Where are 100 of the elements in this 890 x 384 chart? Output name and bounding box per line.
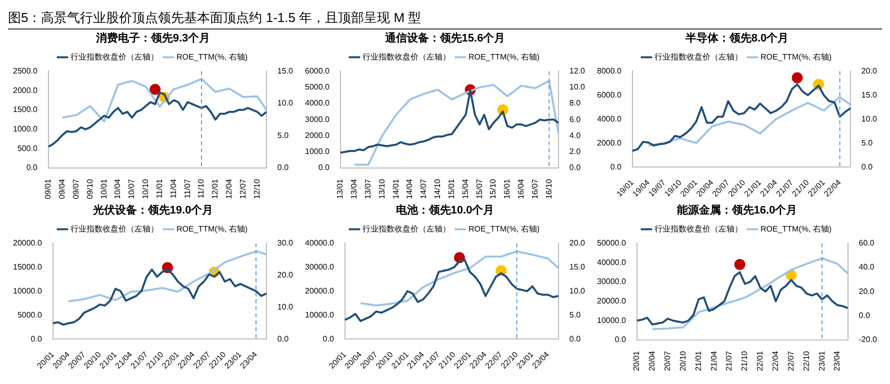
legend-label: ROE_TTM(%, 右轴) (468, 224, 540, 234)
y-tick-label: 10000.0 (304, 310, 334, 320)
y-tick-label: 0.0 (614, 335, 626, 344)
x-tick-label: 14/04 (405, 178, 414, 200)
y2-tick-label: 20.0 (861, 66, 878, 76)
legend-label: ROE_TTM(%, 右轴) (176, 224, 248, 234)
y-tick-label: 3000.0 (305, 114, 330, 124)
x-tick-label: 12/10 (252, 178, 262, 200)
y-tick-label: 1000.0 (305, 147, 330, 156)
x-tick-label: 22/01 (756, 350, 765, 372)
y-tick-label: 6000.0 (305, 66, 330, 76)
x-tick-label: 13/04 (350, 178, 359, 200)
y2-tick-label: 15.0 (569, 262, 586, 272)
y2-tick-label: 15.0 (277, 66, 294, 76)
x-tick-label: 15/10 (488, 178, 498, 200)
y2-tick-label: 6.0 (569, 114, 582, 124)
x-tick-label: 09/04 (58, 178, 67, 200)
legend-label: 行业指数收盘价（左轴） (362, 52, 450, 62)
y-tick-label: 0.0 (318, 163, 330, 172)
x-tick-label: 21/07 (724, 350, 734, 372)
y-tick-label: 1500.0 (13, 105, 38, 114)
x-tick-label: 22/10 (802, 350, 811, 372)
x-tick-label: 15/07 (474, 178, 484, 200)
y-tick-label: 30000.0 (304, 262, 334, 272)
y-tick-label: 2000.0 (13, 86, 38, 95)
x-tick-label: 12/04 (224, 178, 234, 200)
x-tick-label: 09/10 (85, 178, 94, 200)
x-tick-label: 16/04 (516, 178, 526, 200)
y2-tick-label: 10.0 (861, 114, 878, 124)
y-tick-label: 5000.0 (17, 310, 42, 320)
y2-tick-label: 5.0 (277, 130, 290, 140)
chart-title: 电池：领先10.0个月 (396, 204, 494, 217)
chart-title: 光伏设备：领先19.0个月 (92, 204, 214, 217)
x-tick-label: 20/10 (678, 350, 688, 372)
x-tick-label: 20/01 (632, 350, 642, 372)
chart-title: 半导体：领先8.0个月 (684, 32, 789, 45)
y-tick-label: 2000.0 (305, 130, 330, 140)
y2-tick-label: 20.0 (277, 270, 294, 280)
y2-tick-label: 0.0 (277, 163, 290, 172)
x-tick-label: 13/01 (336, 178, 345, 200)
x-tick-label: 12/01 (210, 178, 220, 200)
legend-label: 行业指数收盘价（左轴） (654, 52, 742, 62)
y2-tick-label: 0.0 (861, 162, 874, 172)
y-tick-label: 8000.0 (597, 66, 622, 76)
y-tick-label: 40000.0 (596, 258, 626, 267)
y-tick-label: 20000.0 (304, 286, 334, 296)
legend-label: 行业指数收盘价（左轴） (362, 224, 450, 234)
legend-label: ROE_TTM(%, 右轴) (468, 52, 540, 62)
x-tick-label: 21/04 (709, 350, 718, 372)
y2-tick-label: 10.0 (277, 98, 294, 108)
y-tick-label: 20000.0 (12, 238, 42, 248)
x-tick-label: 12/07 (238, 178, 248, 200)
y-tick-label: 10000.0 (596, 316, 626, 325)
y-tick-label: 0.0 (30, 334, 42, 344)
y-tick-label: 40000.0 (304, 238, 334, 248)
x-tick-label: 10/07 (127, 178, 136, 200)
x-tick-label: 14/10 (433, 178, 442, 200)
x-tick-label: 10/01 (99, 178, 108, 200)
x-tick-label: 13/07 (363, 178, 372, 200)
chart-title: 通信设备：领先15.6个月 (384, 32, 506, 45)
y-tick-label: 0.0 (26, 163, 38, 172)
x-tick-label: 10/10 (141, 178, 150, 200)
x-tick-label: 11/10 (196, 178, 206, 198)
y2-tick-label: 5.0 (569, 310, 582, 320)
x-tick-label: 15/04 (460, 178, 470, 200)
x-tick-label: 21/01 (694, 350, 703, 372)
chart-title: 能源金属：领先16.0个月 (676, 204, 798, 217)
x-tick-label: 23/04 (832, 350, 842, 372)
y2-tick-label: 0.0 (277, 334, 290, 344)
x-tick-label: 21/10 (740, 350, 750, 372)
x-tick-label: 09/01 (44, 178, 53, 200)
y2-tick-label: 15.0 (861, 90, 878, 100)
y-tick-label: 50000.0 (596, 238, 626, 248)
y-tick-label: 30000.0 (596, 277, 626, 286)
y2-tick-label: 8.0 (569, 98, 582, 108)
y2-tick-label: 2.0 (569, 147, 582, 156)
y2-tick-label: 60.0 (858, 238, 875, 248)
y2-tick-label: 10.0 (569, 286, 586, 296)
x-tick-label: 11/04 (168, 178, 178, 198)
y2-tick-label: 0.0 (569, 334, 582, 344)
x-tick-label: 14/01 (391, 178, 400, 200)
y-tick-label: 500.0 (17, 144, 38, 153)
y2-tick-label: 40.0 (858, 262, 875, 272)
y-tick-label: 0.0 (610, 162, 622, 172)
y-tick-label: 5000.0 (305, 82, 330, 92)
caption: 图5：高景气行业股价顶点领先基本面顶点约 1-1.5 年，且顶部呈现 M 型 (8, 8, 882, 30)
legend-label: ROE_TTM(%, 右轴) (760, 224, 832, 234)
y-tick-label: 4000.0 (597, 114, 622, 124)
x-tick-label: 14/07 (419, 178, 428, 200)
y2-tick-label: 20.0 (569, 238, 586, 248)
x-tick-label: 16/07 (530, 178, 540, 200)
y-tick-label: 6000.0 (597, 90, 622, 100)
x-tick-label: 22/07 (786, 350, 796, 372)
y2-tick-label: 0.0 (569, 163, 582, 172)
y2-tick-label: 0.0 (858, 310, 870, 320)
legend-label: ROE_TTM(%, 右轴) (760, 52, 832, 62)
y-tick-label: 20000.0 (596, 296, 626, 306)
y2-tick-label: 10.0 (569, 82, 586, 92)
y-tick-label: 4000.0 (305, 98, 330, 108)
y-tick-label: 1000.0 (13, 124, 38, 134)
